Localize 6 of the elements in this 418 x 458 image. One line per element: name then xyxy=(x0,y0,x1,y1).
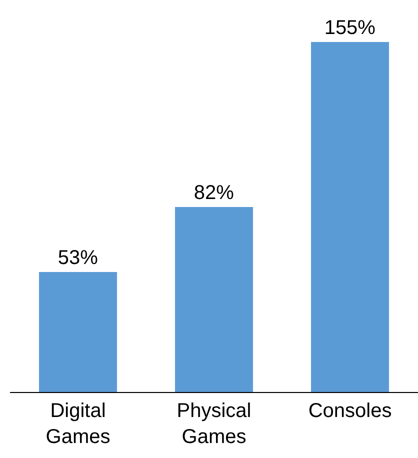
data-label: 155% xyxy=(324,17,376,39)
x-tick-label: Physical Games xyxy=(176,400,252,448)
x-tick-label: Digital Games xyxy=(46,400,110,448)
data-label: 53% xyxy=(58,247,98,269)
x-tick-label: Consoles xyxy=(308,400,392,422)
data-label: 82% xyxy=(194,182,234,204)
